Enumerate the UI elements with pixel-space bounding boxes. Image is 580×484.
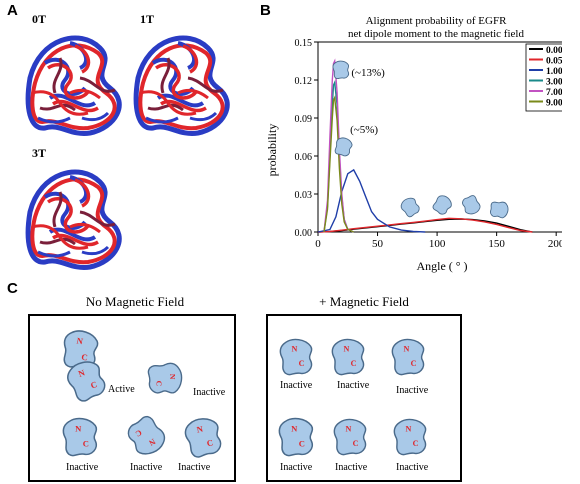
chart-title-line-1: Alignment probability of EGFR [366,15,508,27]
panel-letter-a: A [7,2,18,19]
y-tick-label: 0.15 [295,38,313,49]
no-field-box [28,314,236,482]
legend-label: 9.00T [546,99,562,109]
legend-label: 0.00T [546,46,562,56]
x-tick-label: 200 [548,238,562,250]
legend-box [525,43,562,112]
plot-frame [317,41,562,233]
annotation-13pct: (~13%) [351,67,385,79]
alignment-probability-chart: Alignment probability of EGFR net dipole… [265,15,562,273]
magnetic-field-title: + Magnetic Field [319,294,409,309]
orientation-blob-icon [490,201,509,219]
structure-label-3t: 3T [32,146,47,160]
series-line-9.00T [323,95,354,233]
y-tick-label: 0.00 [295,228,313,239]
orientation-blob-icon [334,137,353,157]
x-tick-label: 50 [372,238,384,250]
y-axis-label: probability [265,124,279,177]
orientation-blob-icon [400,197,420,218]
chart-title-line-2: net dipole moment to the magnetic field [348,28,524,40]
structure-label-1t: 1T [140,12,155,26]
no-field-title: No Magnetic Field [85,294,185,309]
structure-1t-image [136,38,227,133]
legend-label: 7.00T [546,88,562,98]
orientation-blob-icon [332,60,350,80]
structure-3t-image [28,172,119,267]
magnetic-field-box [266,314,462,482]
legend-label: 1.00T [546,67,562,77]
orientation-blob-icon [432,195,452,215]
x-tick-label: 100 [429,238,446,250]
structure-label-0t: 0T [32,12,47,26]
orientation-blob-icon [462,195,481,215]
x-tick-label: 150 [488,238,505,250]
legend-label: 0.05T [546,57,562,67]
plot-area: 0 50 100 150 200 0.00 0.03 0.06 0.09 0.12 0.15 0.00… [295,38,562,250]
panel-letter-b: B [260,2,271,19]
y-tick-label: 0.12 [295,76,313,87]
panel-letter-c: C [7,280,18,297]
x-tick-label: 0 [315,238,321,250]
y-tick-label: 0.09 [295,114,313,125]
y-tick-label: 0.03 [295,190,313,201]
series-line-0.05T [317,217,533,233]
y-tick-label: 0.06 [295,152,313,163]
series-line-1.00T [317,168,426,233]
legend-label: 3.00T [546,78,562,88]
protein-structures [0,0,250,270]
x-axis-label: Angle ( ° ) [416,259,467,273]
structure-0t-image [28,38,119,133]
annotation-5pct: (~5%) [350,124,378,136]
